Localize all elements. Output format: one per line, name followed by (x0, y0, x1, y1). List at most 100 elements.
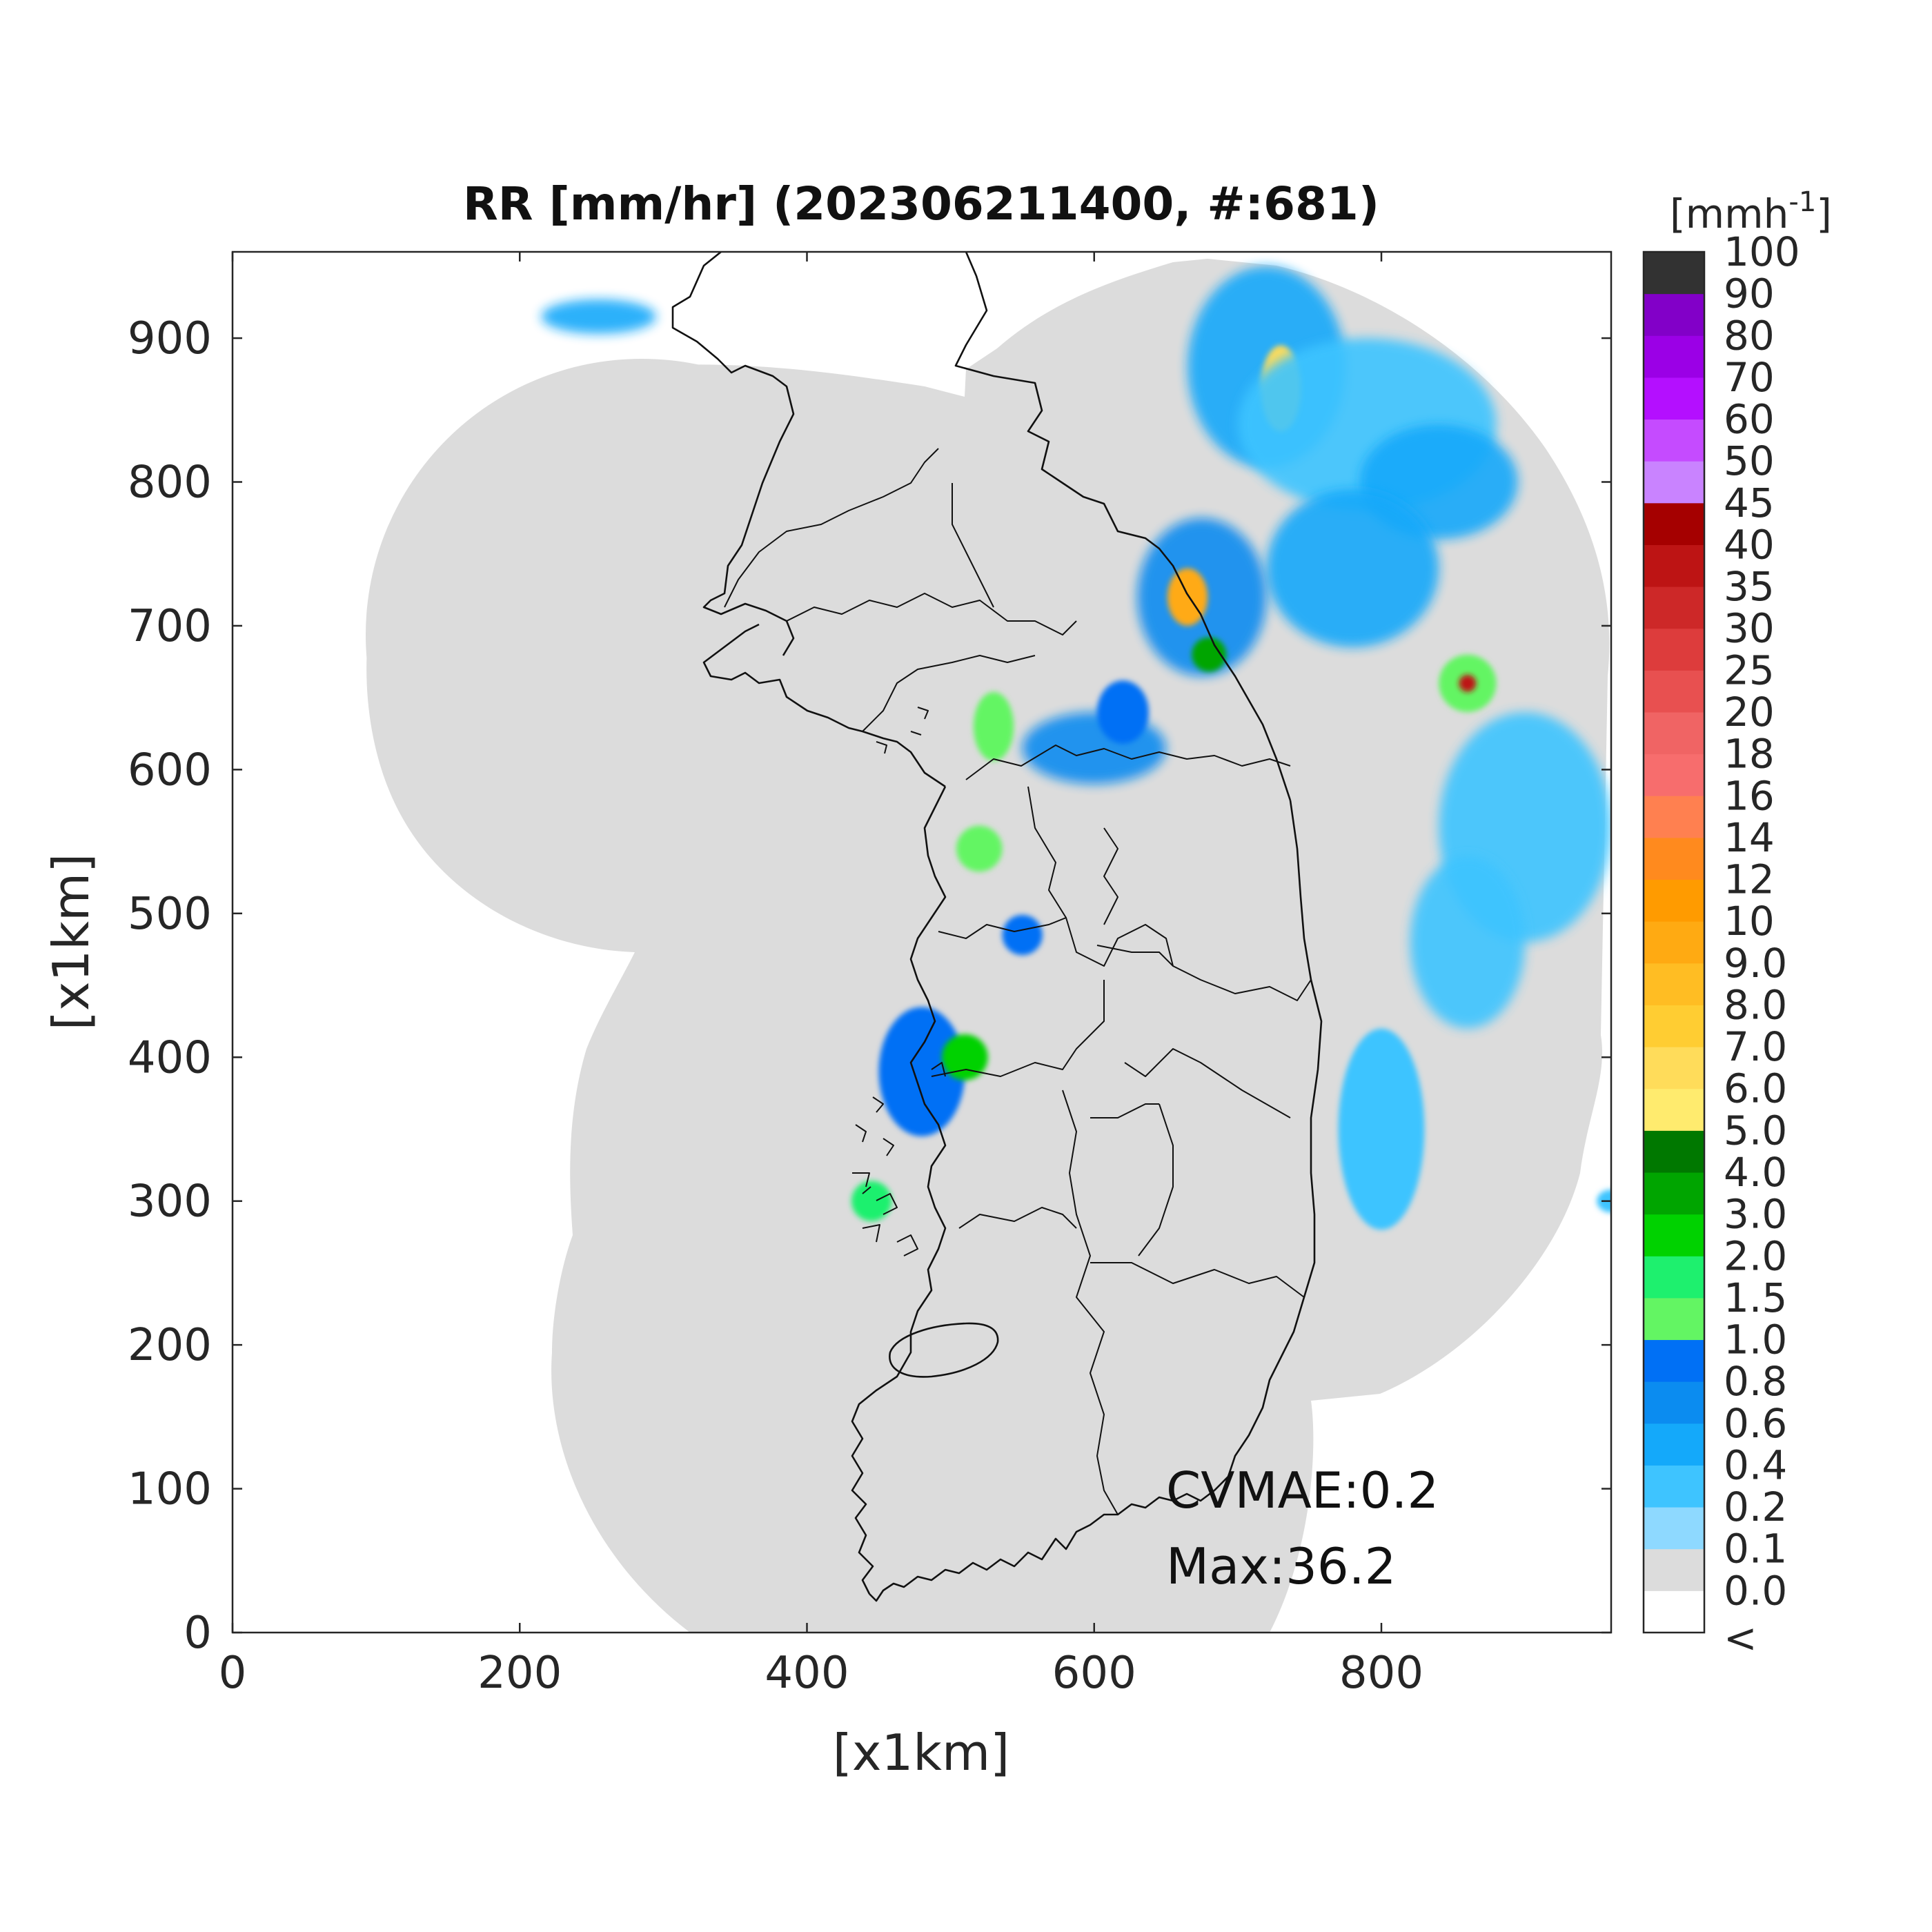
ticks: 0 200 400 600 800 0 100 200 300 400 500 600 700 800 90… (128, 252, 1611, 1699)
colorbar-label: 16 (1724, 772, 1775, 819)
colorbar-swatch (1644, 753, 1704, 796)
province-line (952, 483, 994, 608)
y-axis-title: [x1km] (42, 854, 100, 1030)
colorbar-swatch (1644, 1507, 1704, 1550)
south-coast (869, 1489, 1215, 1602)
precip-echo (942, 1034, 988, 1081)
precip-echo (1096, 680, 1149, 744)
y-tick-label: 100 (128, 1464, 212, 1515)
colorbar-label: 9.0 (1724, 940, 1787, 987)
colorbar-swatch (1644, 544, 1704, 587)
nk-west-coast (702, 623, 946, 788)
colorbar-swatch (1644, 670, 1704, 713)
colorbar-label: 7.0 (1724, 1023, 1787, 1070)
colorbar-swatch (1644, 335, 1704, 378)
province-line (938, 917, 1067, 939)
precip-echo (851, 1181, 892, 1221)
y-tick-label: 400 (128, 1032, 212, 1083)
x-tick-label: 400 (765, 1648, 849, 1699)
colorbar-swatch (1644, 1172, 1704, 1215)
colorbar-label: 40 (1724, 521, 1775, 568)
colorbar-label: 1.5 (1724, 1274, 1787, 1321)
colorbar-unit-main: [mmh (1670, 190, 1788, 237)
colorbar-frame (1642, 250, 1706, 1634)
province-line (724, 448, 939, 608)
colorbar-swatch (1644, 252, 1704, 295)
province-line (1124, 1048, 1291, 1118)
precip-echo (1338, 1028, 1425, 1230)
colorbar-swatch (1644, 293, 1704, 336)
colorbar-swatch (1644, 921, 1704, 964)
colorbar-swatch (1644, 1005, 1704, 1047)
colorbar-swatch (1644, 628, 1704, 671)
y-tick-label: 900 (128, 313, 212, 364)
colorbar-label: 100 (1724, 228, 1800, 275)
colorbar-label: 4.0 (1724, 1149, 1787, 1196)
coverage-gap (904, 252, 994, 386)
colorbar: <0.00.10.20.40.60.81.01.52.03.04.05.06.0… (1642, 228, 1800, 1662)
y-tick-label: 600 (128, 745, 212, 796)
colorbar-label: 80 (1724, 312, 1775, 359)
y-tick-label: 300 (128, 1176, 212, 1228)
colorbar-swatch (1644, 1590, 1704, 1633)
province-line (1096, 945, 1174, 967)
colorbar-label: 0.2 (1724, 1483, 1787, 1530)
colorbar-label: 0.0 (1724, 1567, 1787, 1614)
province-line (931, 980, 1105, 1077)
province-line (862, 655, 1036, 732)
colorbar-label: 35 (1724, 563, 1775, 610)
max-annotation: Max:36.2 (1166, 1537, 1396, 1595)
colorbar-label: 0.4 (1724, 1441, 1787, 1488)
precip-layer (541, 266, 1611, 1230)
colorbar-swatch (1644, 837, 1704, 880)
chart-title: RR [mm/hr] (202306211400, #:681) (463, 177, 1379, 230)
y-tick-label: 0 (184, 1608, 212, 1659)
east-coast (1214, 800, 1323, 1491)
colorbar-label: 6.0 (1724, 1065, 1787, 1112)
precip-echo (956, 825, 1003, 872)
colorbar-label: 18 (1724, 731, 1775, 778)
colorbar-swatch (1644, 1339, 1704, 1382)
x-axis-title: [x1km] (833, 1724, 1009, 1782)
colorbar-swatch (1644, 1465, 1704, 1508)
precip-echo (973, 691, 1014, 761)
colorbar-label: 45 (1724, 480, 1775, 526)
precip-echo (1410, 856, 1526, 1029)
colorbar-swatch (1644, 1214, 1704, 1256)
colorbar-label: 8.0 (1724, 981, 1787, 1028)
colorbar-swatch (1644, 1297, 1704, 1341)
y-tick-label: 500 (128, 889, 212, 940)
x-tick-label: 0 (219, 1648, 247, 1699)
precip-echo (1167, 568, 1208, 626)
northeast-coast (954, 252, 1292, 801)
colorbar-label: 1.0 (1724, 1317, 1787, 1363)
colorbar-unit: [mmh-1] (1670, 186, 1832, 237)
y-tick-label: 700 (128, 601, 212, 652)
west-coast (851, 786, 947, 1595)
colorbar-swatch (1644, 1548, 1704, 1591)
islands (876, 707, 929, 754)
x-tick-label: 600 (1052, 1648, 1136, 1699)
colorbar-label: 30 (1724, 605, 1775, 652)
colorbar-swatch (1644, 712, 1704, 755)
colorbar-label: 0.6 (1724, 1400, 1787, 1447)
colorbar-swatch (1644, 586, 1704, 629)
province-line (786, 593, 1077, 635)
y-tick-label: 200 (128, 1320, 212, 1371)
colorbar-label: 25 (1724, 647, 1775, 693)
colorbar-label: 5.0 (1724, 1107, 1787, 1154)
province-line (958, 1207, 1077, 1229)
colorbar-label: < (1724, 1615, 1757, 1662)
province-line (1027, 786, 1312, 1001)
x-tick-label: 800 (1339, 1648, 1423, 1699)
jeju-island (889, 1322, 999, 1378)
y-tick-label: 800 (128, 457, 212, 509)
north-coast (671, 252, 795, 656)
cvmae-annotation: CVMAE:0.2 (1166, 1461, 1439, 1519)
precip-echo (1002, 914, 1043, 956)
colorbar-label: 20 (1724, 689, 1775, 736)
colorbar-swatch (1644, 502, 1704, 545)
precip-echo (1266, 489, 1439, 648)
coastline (671, 252, 1323, 1602)
colorbar-swatch (1644, 796, 1704, 838)
